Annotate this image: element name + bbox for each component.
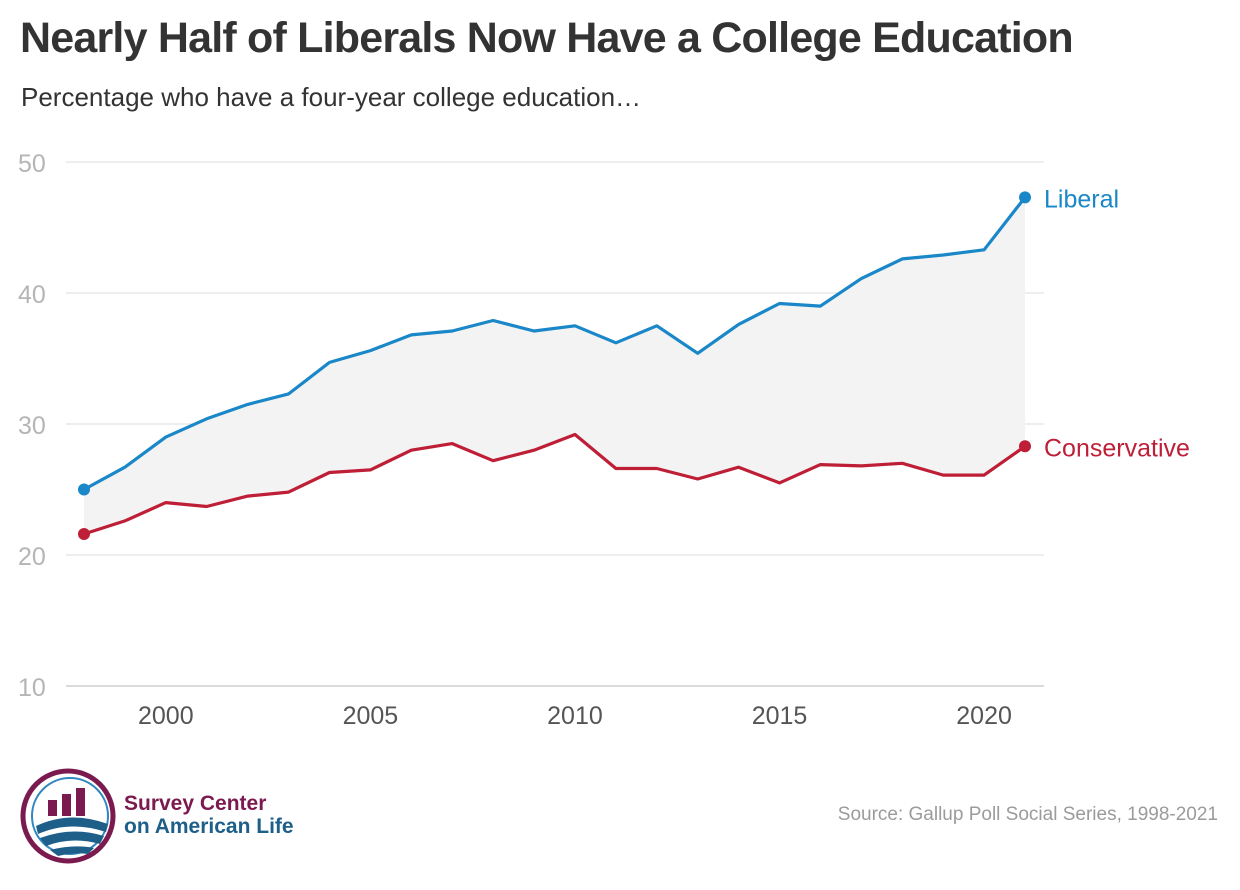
liberal-series-line <box>82 195 1027 492</box>
y-tick-label: 30 <box>18 412 46 440</box>
x-axis-ticks: 2000 2005 2010 2015 2020 <box>138 702 1012 730</box>
logo-bar-2 <box>62 794 71 816</box>
x-tick-label: 2005 <box>343 702 399 730</box>
source-note: Source: Gallup Poll Social Series, 1998-… <box>837 804 1218 825</box>
logo-bar-3 <box>76 788 85 816</box>
series-lines <box>78 191 1031 541</box>
logo-field-3 <box>50 846 94 856</box>
y-axis-ticks: 10 20 30 40 50 <box>18 150 46 702</box>
x-tick-label: 2000 <box>138 702 194 730</box>
logo-line-2: on American Life <box>124 815 294 838</box>
chart-subtitle: Percentage who have a four-year college … <box>21 82 642 112</box>
x-tick-label: 2020 <box>956 702 1012 730</box>
x-tick-label: 2015 <box>752 702 808 730</box>
conservative-series-label: Conservative <box>1044 434 1190 462</box>
logo-ring <box>20 768 116 864</box>
series-labels: Liberal Conservative <box>1044 185 1190 462</box>
conservative-endpoint-marker <box>1019 440 1031 453</box>
logo-wordmark: Survey Center on American Life <box>124 792 294 838</box>
conservative-endpoint-marker <box>78 528 90 541</box>
y-tick-label: 10 <box>18 674 46 702</box>
liberal-series-label: Liberal <box>1044 185 1119 213</box>
chart-title: Nearly Half of Liberals Now Have a Colle… <box>20 14 1074 62</box>
liberal-endpoint-marker <box>78 483 90 496</box>
gap-area <box>84 197 1025 534</box>
survey-center-logo-icon <box>20 768 116 864</box>
y-tick-label: 50 <box>18 150 46 178</box>
y-tick-label: 20 <box>18 543 46 571</box>
logo-bar-1 <box>48 800 57 816</box>
logo-line-1: Survey Center <box>124 792 267 815</box>
logo-field-2 <box>40 831 104 846</box>
liberal-endpoint-marker <box>1019 191 1031 204</box>
x-tick-label: 2010 <box>547 702 603 730</box>
logo-field-1 <box>36 817 108 834</box>
conservative-series-line <box>82 432 1027 536</box>
y-tick-label: 40 <box>18 281 46 309</box>
